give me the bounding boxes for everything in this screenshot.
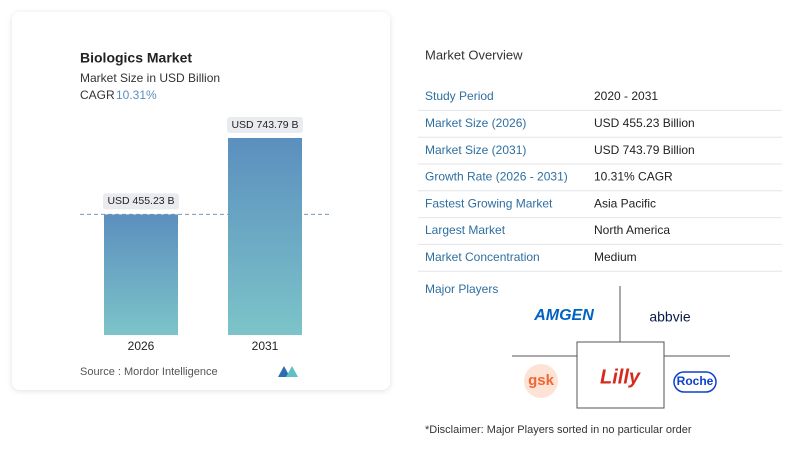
cagr-label: CAGR [80,88,115,102]
row-value: 2020 - 2031 [594,89,658,103]
players-title: Major Players [425,282,498,296]
row-value: Medium [594,250,637,264]
chart-subtitle: Market Size in USD Billion [80,71,220,85]
row-label: Market Concentration [425,250,540,264]
disclaimer: *Disclaimer: Major Players sorted in no … [425,424,692,436]
player-logo: Lilly [600,366,641,388]
player-logo: gsk [528,372,555,389]
overview: Market Overview Major Players *Disclaime… [425,47,730,436]
value-label-bg [227,117,303,133]
row-label: Growth Rate (2026 - 2031) [425,170,568,184]
bar [228,138,302,335]
players-grid [512,286,730,409]
logo-badge [673,371,717,393]
value-label: USD 743.79 B [231,119,298,131]
player-logo: abbvie [649,309,690,325]
logo-badge [524,364,558,398]
value-label: USD 455.23 B [107,195,174,207]
player-logo: AMGEN [533,307,594,324]
row-value: USD 455.23 Billion [594,116,695,130]
row-label: Market Size (2026) [425,116,526,130]
row-label: Fastest Growing Market [425,196,553,210]
value-label-bg [103,193,179,210]
x-tick-label: 2026 [128,339,155,353]
chart-title: Biologics Market [80,50,192,66]
row-label: Study Period [425,89,494,103]
chart: Biologics Market Market Size in USD Bill… [80,50,298,378]
chart-card [12,12,390,390]
row-value: USD 743.79 Billion [594,143,695,157]
bar [104,214,178,335]
row-label: Market Size (2031) [425,143,526,157]
row-value: North America [594,223,670,237]
row-value: 10.31% CAGR [594,170,673,184]
x-tick-label: 2031 [252,339,279,353]
row-value: Asia Pacific [594,196,656,210]
source-logo [278,366,298,377]
source: Source : Mordor Intelligence [80,366,218,378]
row-label: Largest Market [425,223,506,237]
player-logo: Roche [677,374,714,388]
cagr-value: 10.31% [116,88,157,102]
overview-title: Market Overview [425,47,523,62]
